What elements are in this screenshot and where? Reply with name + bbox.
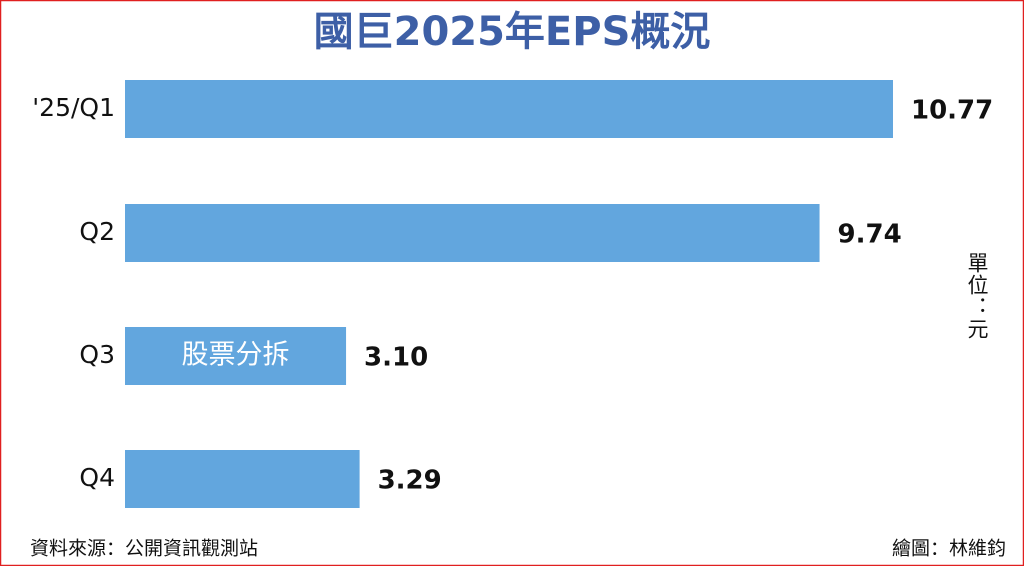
source: 資料來源：公開資訊觀測站 [30, 538, 258, 560]
y-tick-label: Q4 [79, 463, 115, 492]
y-tick-label: Q2 [79, 217, 115, 246]
y-tick-label: '25/Q1 [32, 93, 115, 122]
value-label: 10.77 [911, 96, 993, 126]
value-label: 9.74 [838, 220, 902, 250]
chart-title: 國巨2025年EPS概況 [314, 9, 711, 55]
bar [125, 204, 820, 262]
y-tick-label: Q3 [79, 340, 115, 369]
value-label: 3.29 [378, 466, 442, 496]
annotation: 股票分拆 [182, 340, 290, 371]
bar [125, 450, 360, 508]
value-label: 3.10 [364, 343, 428, 373]
credit: 繪圖：林維鈞 [892, 538, 1006, 560]
unit-label: 單位：元 [965, 252, 989, 340]
bar [125, 327, 347, 385]
bar [125, 80, 893, 138]
